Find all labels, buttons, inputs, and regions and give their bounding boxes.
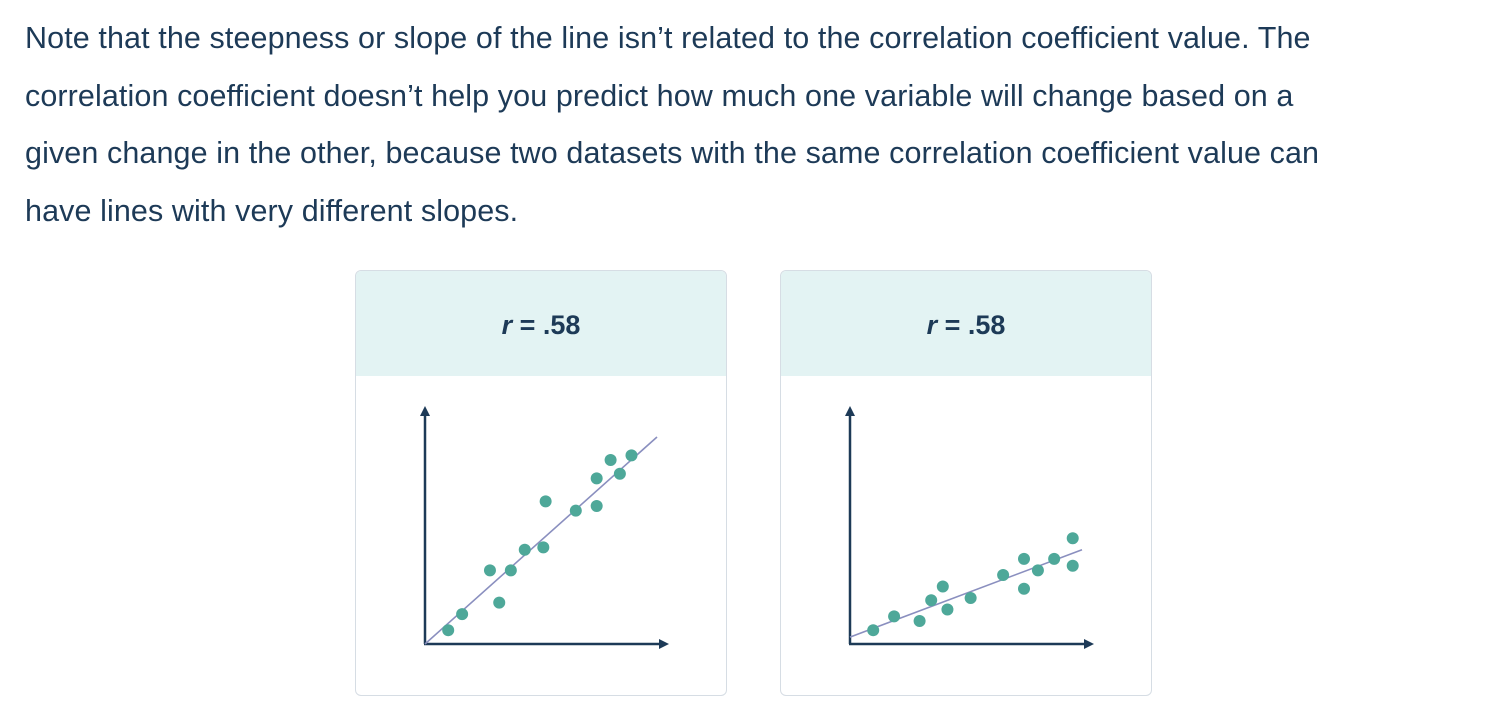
data-point (590, 500, 603, 512)
r-value: = .58 (512, 310, 581, 340)
data-point (537, 541, 550, 554)
data-point (539, 495, 552, 508)
paragraph-line-1: Note that the steepness or slope of the … (25, 21, 1311, 55)
correlation-label: r = .58 (927, 310, 1006, 341)
scatter-card-steep: r = .58 (355, 270, 727, 696)
data-point (518, 543, 531, 556)
trend-line (849, 548, 1083, 638)
data-point (504, 564, 517, 577)
correlation-label: r = .58 (502, 310, 581, 341)
data-point (1031, 564, 1044, 577)
data-point (590, 472, 603, 485)
data-point (569, 504, 582, 517)
scatter-plot-shallow (845, 406, 1094, 649)
data-point (1018, 552, 1030, 565)
explanation-paragraph: Note that the steepness or slope of the … (25, 10, 1485, 240)
data-point (456, 608, 469, 621)
data-point (964, 592, 977, 604)
r-value: = .58 (937, 310, 1006, 340)
data-point (1048, 552, 1061, 565)
data-point (888, 610, 901, 623)
paragraph-line-3: given change in the other, because two d… (25, 136, 1320, 170)
paragraph-line-4: have lines with very different slopes. (25, 193, 519, 228)
card-header: r = .58 (781, 271, 1151, 376)
scatter-plot-steep (420, 406, 669, 649)
r-symbol: r (501, 310, 513, 340)
card-header: r = .58 (356, 271, 726, 376)
x-axis-arrow (659, 639, 669, 649)
data-point (997, 569, 1010, 581)
data-point (493, 596, 506, 609)
data-point (1018, 582, 1030, 595)
data-point (1066, 559, 1079, 572)
data-point (913, 615, 926, 627)
data-point (604, 454, 617, 466)
data-point (936, 580, 949, 593)
data-point (442, 624, 455, 637)
y-axis-arrow (420, 406, 430, 416)
data-point (941, 603, 954, 616)
paragraph-line-2: correlation coefficient doesn’t help you… (25, 78, 1294, 113)
y-axis-arrow (845, 406, 855, 416)
data-point (613, 467, 626, 480)
data-point (867, 624, 880, 637)
data-point (483, 564, 496, 577)
r-symbol: r (926, 310, 938, 340)
x-axis-arrow (1084, 639, 1094, 649)
data-point (925, 594, 938, 607)
scatter-card-shallow: r = .58 (780, 270, 1152, 696)
data-point (1066, 532, 1079, 545)
data-point (625, 449, 638, 462)
